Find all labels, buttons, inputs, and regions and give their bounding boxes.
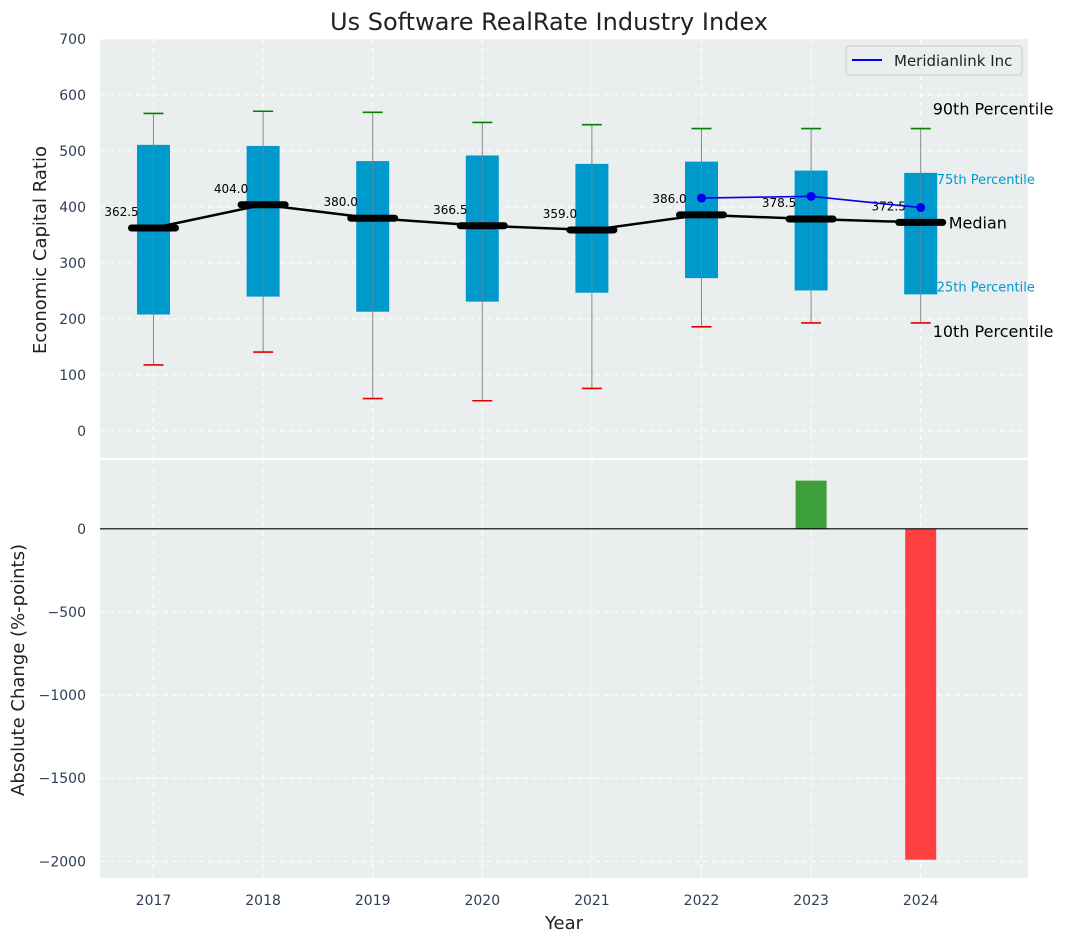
company-point-2023 [806, 191, 816, 201]
median-value-label-2020: 366.5 [433, 203, 467, 217]
y-tick-label: −1000 [39, 688, 86, 704]
median-value-label-2018: 404.0 [214, 182, 248, 196]
x-tick-label: 2023 [793, 893, 829, 909]
change-bar-2024 [905, 528, 937, 860]
x-tick-label: 2017 [136, 893, 172, 909]
y-tick-label: −500 [48, 605, 86, 621]
x-tick-label: 2024 [903, 893, 939, 909]
bottom-y-axis-label: Absolute Change (%-points) [8, 544, 29, 796]
box-plot-panel: 0 100 200 300 400 500 600 700 362.5 404.0 380.0 366… [59, 32, 1053, 459]
median-value-label-2019: 380.0 [324, 195, 358, 209]
median-value-label-2017: 362.5 [104, 205, 138, 219]
x-tick-label: 2018 [245, 893, 281, 909]
y-tick-label: 0 [77, 424, 86, 440]
legend-label: Meridianlink Inc [894, 52, 1012, 70]
x-tick-label: 2019 [355, 893, 391, 909]
x-tick-label: 2022 [684, 893, 720, 909]
y-tick-label: −2000 [39, 854, 86, 870]
company-point-2024 [916, 203, 926, 213]
y-tick-label: 700 [59, 32, 86, 48]
y-tick-label: 200 [59, 312, 86, 328]
y-tick-label: 100 [59, 368, 86, 384]
y-tick-label: 600 [59, 88, 86, 104]
top-y-axis-label: Economic Capital Ratio [30, 146, 51, 354]
bottom-plot-background [100, 459, 1028, 878]
median-value-label-2023: 378.5 [762, 196, 796, 210]
median-value-label-2022: 386.0 [652, 192, 686, 206]
x-axis-label: Year [544, 913, 584, 934]
y-tick-label: −1500 [39, 771, 86, 787]
median-value-label-2021: 359.0 [543, 207, 577, 221]
p90-annotation: 90th Percentile [933, 100, 1054, 119]
chart-title: Us Software RealRate Industry Index [330, 8, 768, 36]
y-tick-label: 400 [59, 200, 86, 216]
x-tick-label: 2020 [464, 893, 500, 909]
company-point-2022 [697, 193, 706, 203]
legend-box [845, 45, 1023, 76]
legend: Meridianlink Inc [845, 45, 1023, 76]
top-plot-background [100, 39, 1028, 459]
p25-annotation: 25th Percentile [937, 280, 1035, 295]
change-bar-panel: 0 −500 −1000 −1500 −2000 2017 2018 2019 2020 2021… [39, 458, 1028, 909]
change-bar-2023 [795, 480, 827, 529]
median-value-label-2024: 372.5 [872, 199, 906, 213]
y-tick-label: 500 [59, 144, 86, 160]
x-tick-label: 2021 [574, 893, 610, 909]
y-tick-label: 0 [77, 522, 86, 538]
p75-annotation: 75th Percentile [937, 173, 1035, 188]
median-annotation: Median [949, 213, 1007, 232]
p10-annotation: 10th Percentile [933, 322, 1054, 341]
y-tick-label: 300 [59, 256, 86, 272]
